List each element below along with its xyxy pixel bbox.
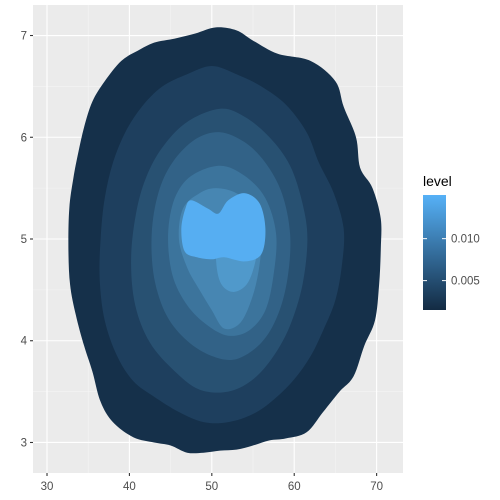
legend-title: level [423, 173, 452, 189]
legend-colorbar [423, 195, 446, 310]
legend-tick-label: 0.005 [451, 276, 480, 288]
contour-band-8 [181, 193, 266, 262]
y-tick-label: 4 [21, 336, 28, 348]
y-tick-label: 7 [21, 31, 27, 43]
x-tick-label: 60 [288, 481, 301, 493]
legend-tick-label: 0.010 [451, 234, 480, 246]
contour-regions [68, 27, 382, 454]
x-tick-label: 70 [370, 481, 383, 493]
x-axis: 30 40 50 60 70 [41, 473, 383, 493]
y-tick-label: 3 [21, 437, 27, 449]
y-tick-label: 6 [21, 132, 27, 144]
y-axis: 3 4 5 6 7 [21, 31, 33, 449]
legend: level 0.005 0.010 [423, 173, 480, 310]
y-tick-label: 5 [21, 234, 27, 246]
x-tick-label: 50 [205, 481, 218, 493]
x-tick-label: 40 [123, 481, 136, 493]
legend-ticks: 0.005 0.010 [423, 234, 480, 288]
x-tick-label: 30 [41, 481, 54, 493]
